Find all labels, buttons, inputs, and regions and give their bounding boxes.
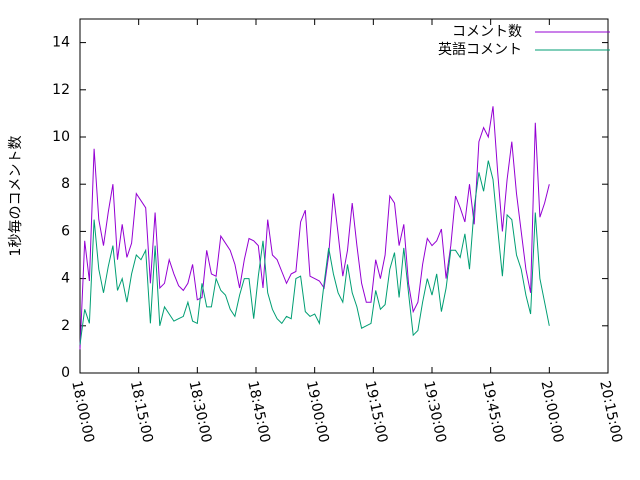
plot-border [79, 18, 609, 374]
x-tick-label: 18:00:00 [68, 379, 97, 444]
x-tick-label: 18:15:00 [127, 379, 156, 444]
legend-label: 英語コメント [438, 41, 522, 58]
x-tick-label: 19:15:00 [362, 379, 391, 444]
series-line [79, 106, 550, 350]
y-axis-label: 1秒毎のコメント数 [8, 136, 24, 257]
y-tick-label: 6 [61, 223, 70, 239]
y-tick-label: 14 [52, 35, 70, 51]
x-tick-label: 19:30:00 [420, 379, 449, 444]
y-tick-label: 12 [52, 82, 70, 98]
legend-label: コメント数 [452, 24, 522, 40]
x-tick-label: 20:00:00 [538, 379, 567, 444]
x-tick-label: 20:15:00 [596, 379, 625, 444]
x-tick-label: 19:45:00 [479, 379, 508, 444]
x-tick-label: 18:45:00 [244, 379, 273, 444]
x-tick-label: 18:30:00 [186, 379, 215, 444]
series-line [79, 160, 550, 345]
y-tick-label: 2 [61, 318, 70, 334]
y-tick-label: 4 [61, 271, 70, 287]
y-tick-label: 0 [61, 365, 70, 381]
x-tick-label: 19:00:00 [303, 379, 332, 444]
y-tick-label: 10 [52, 129, 70, 145]
y-tick-label: 8 [61, 176, 70, 192]
